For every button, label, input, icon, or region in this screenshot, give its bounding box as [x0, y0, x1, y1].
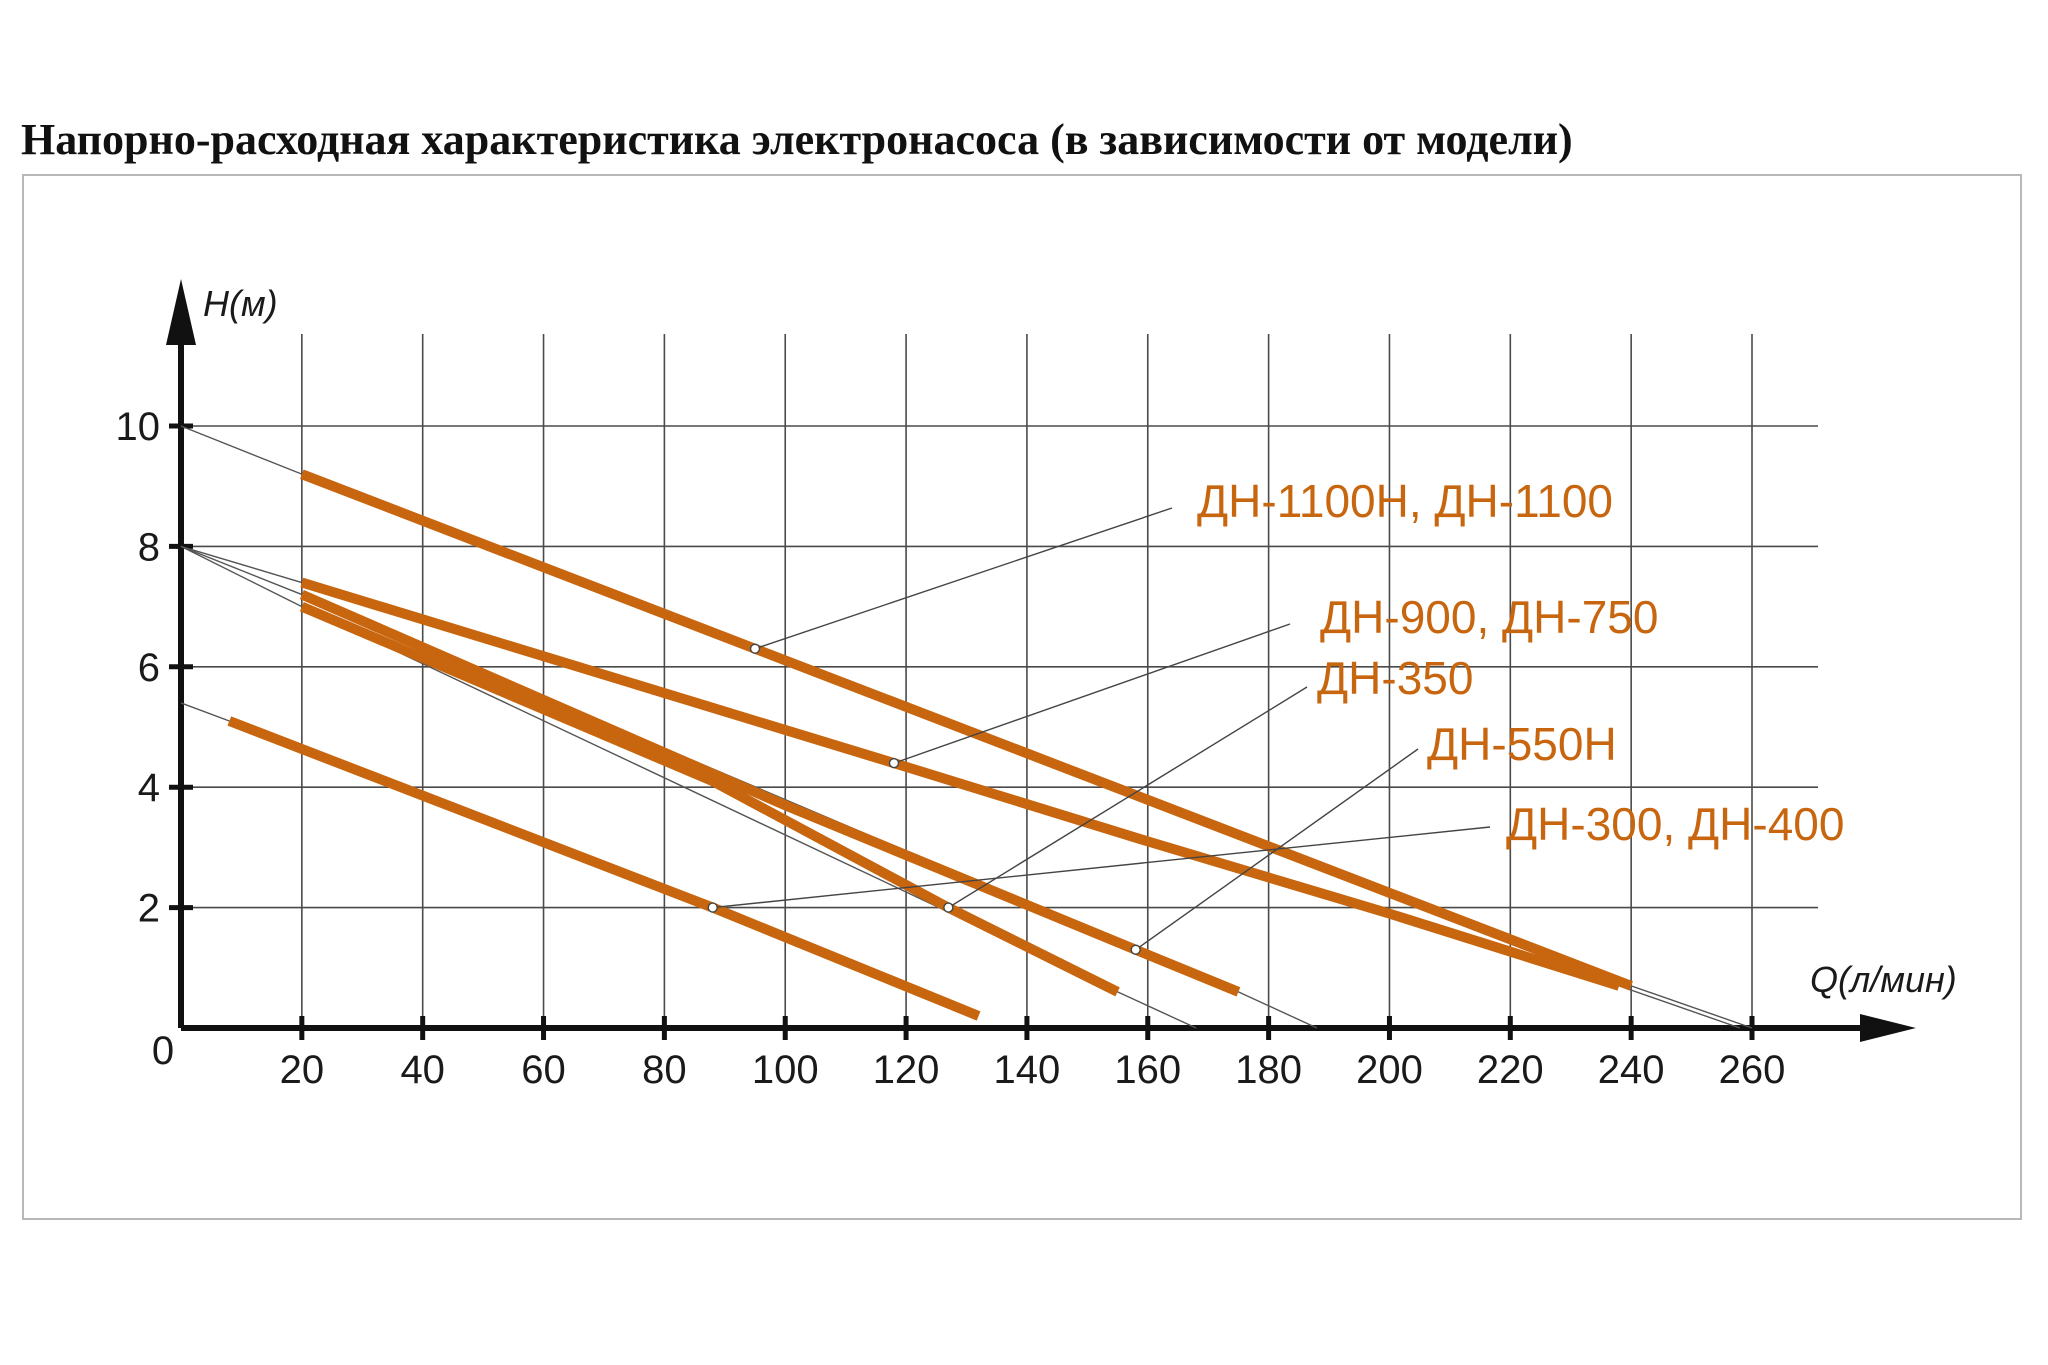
- y-tick-label: 10: [116, 405, 161, 449]
- x-axis-label: Q(л/мин): [1810, 959, 1957, 1000]
- x-tick-label: 240: [1598, 1048, 1665, 1092]
- x-tick-label: 20: [280, 1048, 325, 1092]
- page-title: Напорно-расходная характеристика электро…: [21, 115, 1573, 164]
- curve-marker: [707, 902, 718, 913]
- y-tick-label: 8: [138, 525, 160, 569]
- extension-line: [180, 702, 230, 722]
- grid: [181, 334, 1818, 1028]
- curve-line: [299, 601, 1120, 997]
- x-tick-label: 80: [642, 1048, 687, 1092]
- curve-marker: [1130, 944, 1141, 955]
- labels: 20 40 60 80 100 120 140 160 180 200 220 240 26024681…: [116, 283, 1957, 1092]
- x-tick-label: 60: [521, 1048, 566, 1092]
- chart-frame: [22, 174, 2022, 1220]
- x-axis-arrow: [1860, 1014, 1916, 1042]
- series-label: ДН-300, ДН-400: [1506, 798, 1844, 850]
- leader-line: [893, 623, 1291, 764]
- extension-line: [180, 545, 1197, 1029]
- curve-marker: [888, 757, 900, 769]
- x-tick-label: 220: [1477, 1048, 1544, 1092]
- series-label: ДН-900, ДН-750: [1320, 591, 1658, 643]
- series-label: ДН-1100Н, ДН-1100: [1197, 475, 1613, 527]
- y-tick-label: 2: [138, 887, 160, 931]
- y-tick-label: 4: [138, 766, 160, 810]
- y-axis-arrow: [166, 279, 196, 345]
- y-axis-label: H(м): [203, 283, 278, 324]
- x-tick-label: 200: [1356, 1048, 1423, 1092]
- extension-line: [180, 545, 1318, 1029]
- curves: [227, 469, 1633, 1021]
- leader-line: [712, 826, 1491, 909]
- x-tick-label: 140: [994, 1048, 1061, 1092]
- curve-marker: [943, 902, 954, 913]
- curve-marker: [749, 643, 761, 654]
- series-label: ДН-350: [1317, 652, 1473, 704]
- series-label: ДН-550Н: [1427, 718, 1617, 770]
- origin-label: 0: [152, 1029, 174, 1073]
- leader-lines: [707, 507, 1491, 955]
- x-tick-label: 180: [1235, 1048, 1302, 1092]
- curve-line: [299, 589, 1241, 997]
- x-tick-label: 260: [1719, 1048, 1786, 1092]
- x-tick-label: 40: [400, 1048, 445, 1092]
- y-tick-label: 6: [138, 646, 160, 690]
- leader-line: [754, 507, 1173, 650]
- x-tick-label: 120: [873, 1048, 940, 1092]
- curve-line: [300, 577, 1621, 991]
- x-tick-label: 160: [1114, 1048, 1181, 1092]
- leader-line: [948, 686, 1308, 909]
- x-tick-label: 100: [752, 1048, 819, 1092]
